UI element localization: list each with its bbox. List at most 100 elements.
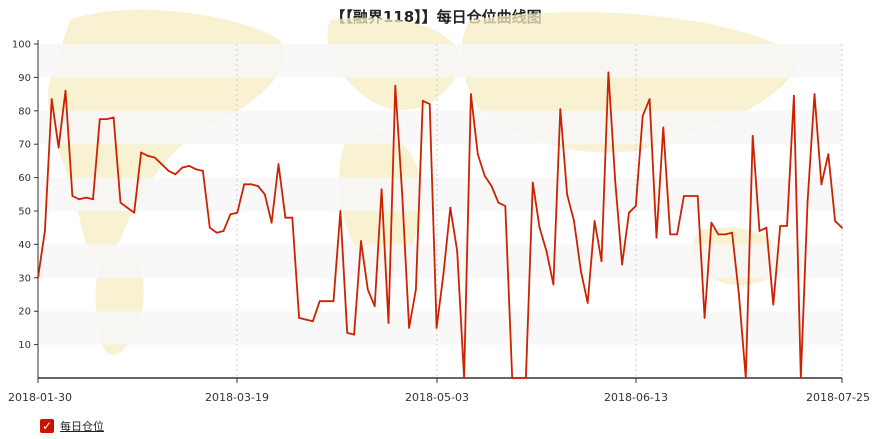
data-point — [98, 118, 101, 121]
x-tick-label: 2018-05-03 — [405, 391, 469, 404]
data-point — [806, 200, 809, 202]
data-point — [105, 118, 108, 121]
data-point — [497, 201, 500, 204]
y-tick-label: 60 — [18, 173, 31, 184]
data-point — [669, 233, 672, 236]
data-point — [92, 198, 94, 201]
data-point — [779, 225, 782, 227]
data-point — [78, 198, 81, 201]
data-point — [476, 153, 479, 156]
data-point — [153, 156, 156, 159]
legend-label[interactable]: 每日仓位 — [60, 420, 104, 433]
data-point — [160, 163, 163, 166]
series-line — [37, 71, 843, 379]
data-point — [366, 288, 369, 291]
data-point — [628, 211, 630, 214]
data-point — [311, 320, 314, 323]
data-point — [641, 114, 644, 117]
data-point — [243, 183, 246, 186]
data-point — [346, 332, 349, 334]
data-point — [600, 260, 603, 262]
data-point — [538, 226, 541, 229]
y-tick-label: 70 — [18, 140, 31, 151]
data-point — [380, 188, 383, 191]
data-point — [490, 185, 493, 187]
data-point — [284, 216, 287, 219]
data-point — [717, 233, 720, 236]
axes — [37, 40, 842, 379]
data-point — [277, 163, 280, 166]
data-point — [222, 230, 225, 232]
grid-band — [38, 311, 842, 345]
data-point — [85, 196, 88, 199]
grid-band — [38, 110, 842, 145]
data-point — [792, 94, 795, 97]
data-point — [579, 270, 582, 273]
data-point — [545, 250, 548, 252]
data-point — [112, 116, 115, 119]
data-point — [765, 226, 768, 229]
data-point — [689, 195, 692, 197]
data-point — [298, 316, 301, 319]
data-point — [621, 263, 624, 266]
data-point — [229, 213, 232, 216]
data-point — [827, 153, 830, 156]
data-point — [648, 98, 651, 101]
data-point — [552, 283, 555, 286]
data-point — [394, 84, 397, 87]
x-tick-labels: 2018-01-30 2018-03-19 2018-05-03 2018-06-13… — [8, 378, 870, 404]
y-tick-label: 10 — [18, 340, 31, 351]
series-layer — [37, 71, 843, 379]
data-point — [208, 226, 211, 229]
data-point — [250, 183, 252, 186]
data-point — [215, 231, 218, 234]
data-point — [731, 231, 733, 234]
data-point — [373, 305, 376, 308]
data-point — [724, 233, 727, 236]
data-point — [483, 175, 486, 177]
data-point — [50, 98, 53, 101]
data-point — [421, 99, 424, 102]
data-point — [256, 185, 259, 187]
data-point — [428, 103, 431, 106]
data-point — [435, 327, 438, 329]
legend[interactable]: ✓ 每日仓位 — [40, 418, 104, 434]
data-point — [566, 193, 569, 196]
data-point — [442, 273, 445, 276]
data-point — [531, 181, 534, 184]
data-point — [401, 193, 404, 196]
data-point — [140, 151, 142, 154]
y-tick-label: 100 — [12, 40, 31, 51]
y-tick-label: 40 — [18, 240, 31, 251]
data-point — [786, 225, 788, 227]
data-point — [614, 180, 617, 182]
data-point — [463, 377, 465, 379]
data-point — [64, 89, 67, 92]
data-point — [318, 300, 321, 303]
data-point — [744, 377, 747, 379]
data-point — [799, 377, 802, 379]
data-point — [270, 221, 273, 224]
data-point — [43, 230, 46, 232]
x-tick-label: 2018-07-25 — [806, 391, 870, 404]
data-point — [325, 300, 328, 303]
data-point — [181, 166, 184, 169]
data-point — [683, 195, 685, 197]
data-point — [236, 211, 239, 214]
data-point — [738, 293, 740, 296]
x-tick-label: 2018-01-30 — [8, 391, 72, 404]
grid-band — [38, 44, 842, 78]
data-point — [263, 193, 266, 196]
y-tick-label: 30 — [18, 273, 31, 284]
data-point — [696, 195, 699, 197]
data-point — [559, 108, 562, 111]
data-point — [524, 377, 527, 379]
data-point — [751, 134, 754, 137]
data-point — [449, 206, 452, 209]
data-point — [758, 230, 761, 232]
data-point — [655, 236, 658, 239]
legend-checkbox[interactable]: ✓ — [40, 419, 54, 433]
data-point — [834, 220, 837, 222]
data-point — [415, 288, 417, 291]
